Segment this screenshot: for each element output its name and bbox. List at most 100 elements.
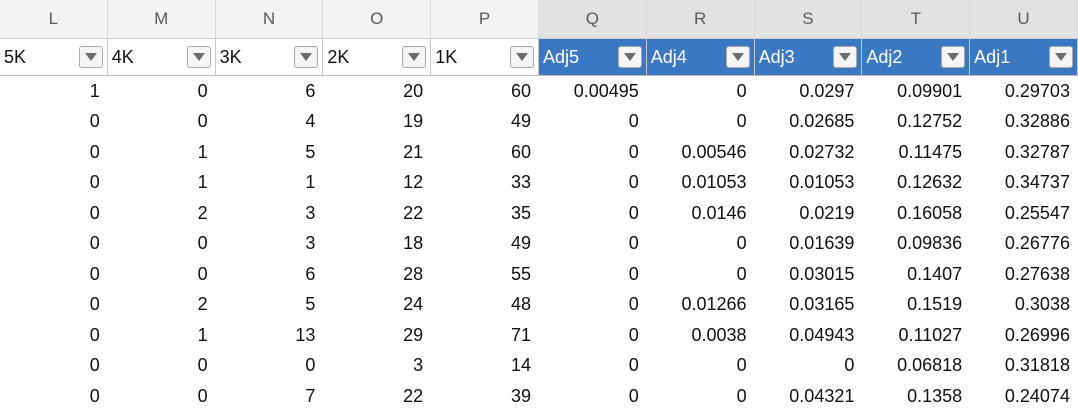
table-cell[interactable]: 0 bbox=[736, 111, 747, 132]
table-cell[interactable]: 48 bbox=[510, 294, 531, 315]
filter-dropdown-button[interactable] bbox=[186, 46, 211, 68]
table-cell[interactable]: 0.1519 bbox=[907, 294, 963, 315]
table-cell[interactable]: 0 bbox=[628, 111, 639, 132]
table-cell[interactable]: 0 bbox=[197, 80, 208, 101]
table-cell[interactable]: 4 bbox=[305, 111, 316, 132]
table-cell[interactable]: 5 bbox=[305, 141, 316, 162]
table-cell[interactable]: 0.16058 bbox=[897, 202, 963, 223]
column-header-q[interactable]: Q bbox=[538, 0, 647, 38]
table-cell[interactable]: 35 bbox=[510, 202, 531, 223]
filter-cell-adj3[interactable]: Adj3 bbox=[754, 39, 863, 75]
column-header-p[interactable]: P bbox=[431, 0, 539, 38]
table-cell[interactable]: 39 bbox=[510, 385, 531, 406]
table-cell[interactable]: 0 bbox=[89, 385, 100, 406]
table-cell[interactable]: 0 bbox=[628, 294, 639, 315]
filter-cell-adj1[interactable]: Adj1 bbox=[970, 39, 1078, 75]
table-cell[interactable]: 0 bbox=[628, 172, 639, 193]
table-cell[interactable]: 3 bbox=[305, 233, 316, 254]
table-cell[interactable]: 19 bbox=[403, 111, 424, 132]
filter-dropdown-button[interactable] bbox=[402, 46, 427, 68]
table-cell[interactable]: 0.27638 bbox=[1004, 263, 1070, 284]
table-cell[interactable]: 6 bbox=[305, 263, 316, 284]
table-cell[interactable]: 0.0219 bbox=[799, 202, 855, 223]
table-cell[interactable]: 0 bbox=[197, 263, 208, 284]
table-cell[interactable]: 0.01053 bbox=[789, 172, 855, 193]
table-cell[interactable]: 0.09901 bbox=[897, 80, 963, 101]
table-cell[interactable]: 0.09836 bbox=[897, 233, 963, 254]
filter-dropdown-button[interactable] bbox=[617, 46, 642, 68]
table-cell[interactable]: 29 bbox=[403, 324, 424, 345]
table-cell[interactable]: 0 bbox=[89, 172, 100, 193]
column-header-n[interactable]: N bbox=[216, 0, 324, 38]
table-cell[interactable]: 0.04943 bbox=[789, 324, 855, 345]
table-cell[interactable]: 0 bbox=[628, 324, 639, 345]
table-cell[interactable]: 0 bbox=[197, 233, 208, 254]
table-cell[interactable]: 0 bbox=[89, 355, 100, 376]
table-cell[interactable]: 7 bbox=[305, 385, 316, 406]
table-cell[interactable]: 33 bbox=[510, 172, 531, 193]
table-cell[interactable]: 0.25547 bbox=[1004, 202, 1070, 223]
table-cell[interactable]: 0 bbox=[89, 202, 100, 223]
table-cell[interactable]: 49 bbox=[510, 233, 531, 254]
table-cell[interactable]: 22 bbox=[403, 202, 424, 223]
table-cell[interactable]: 13 bbox=[295, 324, 316, 345]
table-cell[interactable]: 22 bbox=[403, 385, 424, 406]
filter-dropdown-button[interactable] bbox=[78, 46, 103, 68]
table-cell[interactable]: 0 bbox=[197, 385, 208, 406]
filter-cell-1k[interactable]: 1K bbox=[431, 39, 539, 75]
column-header-u[interactable]: U bbox=[970, 0, 1078, 38]
table-cell[interactable]: 0 bbox=[736, 355, 747, 376]
table-cell[interactable]: 1 bbox=[305, 172, 316, 193]
filter-cell-4k[interactable]: 4K bbox=[107, 39, 216, 75]
table-cell[interactable]: 0.00546 bbox=[681, 141, 747, 162]
table-cell[interactable]: 0.03165 bbox=[789, 294, 855, 315]
column-header-s[interactable]: S bbox=[754, 0, 863, 38]
filter-cell-adj2[interactable]: Adj2 bbox=[862, 39, 971, 75]
table-cell[interactable]: 21 bbox=[403, 141, 424, 162]
table-cell[interactable]: 0.12632 bbox=[897, 172, 963, 193]
table-cell[interactable]: 0.01266 bbox=[681, 294, 747, 315]
table-cell[interactable]: 0 bbox=[628, 385, 639, 406]
table-cell[interactable]: 0.1358 bbox=[907, 385, 963, 406]
column-header-m[interactable]: M bbox=[108, 0, 216, 38]
table-cell[interactable]: 0 bbox=[89, 233, 100, 254]
table-cell[interactable]: 3 bbox=[413, 355, 424, 376]
table-cell[interactable]: 49 bbox=[510, 111, 531, 132]
column-header-r[interactable]: R bbox=[646, 0, 755, 38]
table-cell[interactable]: 71 bbox=[510, 324, 531, 345]
filter-dropdown-button[interactable] bbox=[1048, 46, 1073, 68]
table-cell[interactable]: 55 bbox=[510, 263, 531, 284]
table-cell[interactable]: 0 bbox=[736, 233, 747, 254]
table-cell[interactable]: 0.24074 bbox=[1004, 385, 1070, 406]
filter-dropdown-button[interactable] bbox=[294, 46, 319, 68]
filter-cell-5k[interactable]: 5K bbox=[0, 39, 108, 75]
filter-dropdown-button[interactable] bbox=[725, 46, 750, 68]
table-cell[interactable]: 0.12752 bbox=[897, 111, 963, 132]
table-cell[interactable]: 0 bbox=[197, 355, 208, 376]
table-cell[interactable]: 0.06818 bbox=[897, 355, 963, 376]
table-cell[interactable]: 0 bbox=[305, 355, 316, 376]
table-cell[interactable]: 0 bbox=[628, 141, 639, 162]
table-cell[interactable]: 0.01639 bbox=[789, 233, 855, 254]
table-cell[interactable]: 60 bbox=[510, 80, 531, 101]
table-cell[interactable]: 2 bbox=[197, 202, 208, 223]
table-cell[interactable]: 0.03015 bbox=[789, 263, 855, 284]
table-cell[interactable]: 0.11475 bbox=[898, 141, 963, 162]
table-cell[interactable]: 0.1407 bbox=[907, 263, 963, 284]
table-cell[interactable]: 3 bbox=[305, 202, 316, 223]
table-cell[interactable]: 0.32787 bbox=[1004, 141, 1070, 162]
table-cell[interactable]: 18 bbox=[403, 233, 424, 254]
table-cell[interactable]: 0 bbox=[89, 141, 100, 162]
filter-cell-3k[interactable]: 3K bbox=[215, 39, 324, 75]
table-cell[interactable]: 0 bbox=[89, 111, 100, 132]
table-cell[interactable]: 0.11027 bbox=[898, 324, 963, 345]
table-cell[interactable]: 60 bbox=[510, 141, 531, 162]
table-cell[interactable]: 0.04321 bbox=[789, 385, 855, 406]
table-cell[interactable]: 6 bbox=[305, 80, 316, 101]
table-cell[interactable]: 20 bbox=[403, 80, 424, 101]
table-cell[interactable]: 0 bbox=[628, 233, 639, 254]
table-cell[interactable]: 0 bbox=[736, 80, 747, 101]
table-cell[interactable]: 28 bbox=[403, 263, 424, 284]
table-cell[interactable]: 0.00495 bbox=[573, 80, 639, 101]
table-cell[interactable]: 0 bbox=[89, 263, 100, 284]
